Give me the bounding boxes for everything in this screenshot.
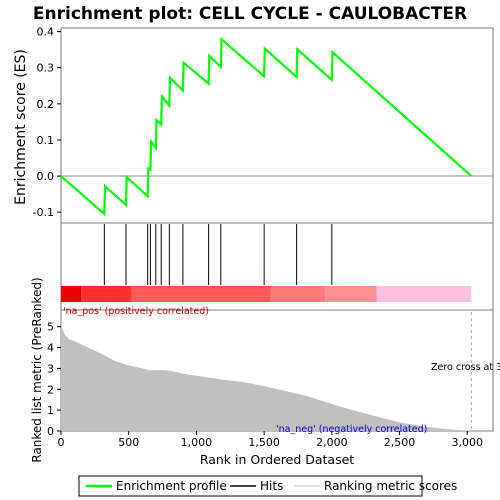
es-y-tick-label: 0.4: [37, 26, 55, 39]
color-bar-segment: [81, 286, 132, 302]
x-tick-label: 3,000: [452, 436, 484, 449]
x-tick-label: 2,500: [384, 436, 416, 449]
ranking-metric-area: [61, 322, 472, 431]
ranking-color-bar: [61, 286, 472, 302]
metric-y-axis-label: Ranked list metric (PreRanked): [30, 277, 44, 462]
es-y-axis: -0.1 0.0 0.1 0.2 0.3 0.4: [33, 26, 61, 219]
chart-title: Enrichment plot: CELL CYCLE - CAULOBACTE…: [33, 4, 467, 24]
metric-y-tick-label: 3: [47, 362, 54, 375]
negative-correlation-label: 'na_neg' (negatively correlated): [276, 424, 427, 435]
color-bar-segment: [325, 286, 377, 302]
color-bar-segment: [131, 286, 271, 302]
enrichment-profile-line: [60, 36, 473, 217]
enrichment-score-panel: -0.1 0.0 0.1 0.2 0.3 0.4 Enrichment score (ES…: [13, 26, 494, 224]
es-y-tick-label: 0.0: [37, 170, 55, 183]
es-y-tick-label: 0.3: [37, 62, 55, 75]
hits-panel: [60, 222, 494, 311]
es-y-tick-label: 0.2: [37, 98, 55, 111]
legend-metric-label: Ranking metric scores: [324, 479, 457, 493]
es-y-tick-label: -0.1: [33, 206, 54, 219]
zero-cross-label: Zero cross at 3: [431, 362, 500, 373]
metric-y-axis: 0 1 2 3 4 5: [47, 321, 61, 438]
legend-hits-label: Hits: [260, 479, 283, 493]
color-bar-segment: [61, 286, 82, 302]
x-tick-label: 0: [58, 436, 65, 449]
x-tick-label: 500: [118, 436, 139, 449]
legend: Enrichment profile Hits Ranking metric sco…: [78, 475, 457, 497]
ranking-metric-fill: [61, 322, 472, 431]
legend-enrichment-label: Enrichment profile: [116, 479, 227, 493]
metric-y-tick-label: 0: [47, 425, 54, 438]
x-axis-label: Rank in Ordered Dataset: [200, 452, 354, 467]
es-y-tick-label: 0.1: [37, 134, 55, 147]
enrichment-profile-series: [60, 36, 473, 217]
x-tick-label: 1,000: [181, 436, 213, 449]
hit-markers: [103, 224, 333, 285]
metric-y-tick-label: 4: [47, 342, 54, 355]
es-y-axis-label: Enrichment score (ES): [13, 49, 29, 205]
x-tick-label: 2,000: [316, 436, 348, 449]
x-axis: 0 500 1,000 1,500 2,000 2,500 3,000: [58, 431, 484, 449]
color-bar-segment: [270, 286, 326, 302]
metric-y-tick-label: 1: [47, 404, 54, 417]
metric-y-tick-label: 2: [47, 383, 54, 396]
color-bar-segment: [376, 286, 472, 302]
x-tick-label: 1,500: [248, 436, 280, 449]
metric-y-tick-label: 5: [47, 321, 54, 334]
positive-correlation-label: 'na_pos' (positively correlated): [63, 306, 209, 317]
